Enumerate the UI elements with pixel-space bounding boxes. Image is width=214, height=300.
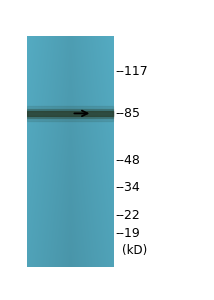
Text: --34: --34 (116, 181, 140, 194)
Text: --22: --22 (116, 208, 140, 221)
Text: --85: --85 (116, 107, 140, 120)
Text: --19: --19 (116, 227, 140, 240)
Bar (27, 109, 113, 118)
Text: --117: --117 (116, 65, 148, 78)
Bar (27, 111, 113, 116)
Text: --48: --48 (116, 154, 140, 167)
Bar (27, 106, 113, 121)
Text: (kD): (kD) (122, 244, 147, 257)
